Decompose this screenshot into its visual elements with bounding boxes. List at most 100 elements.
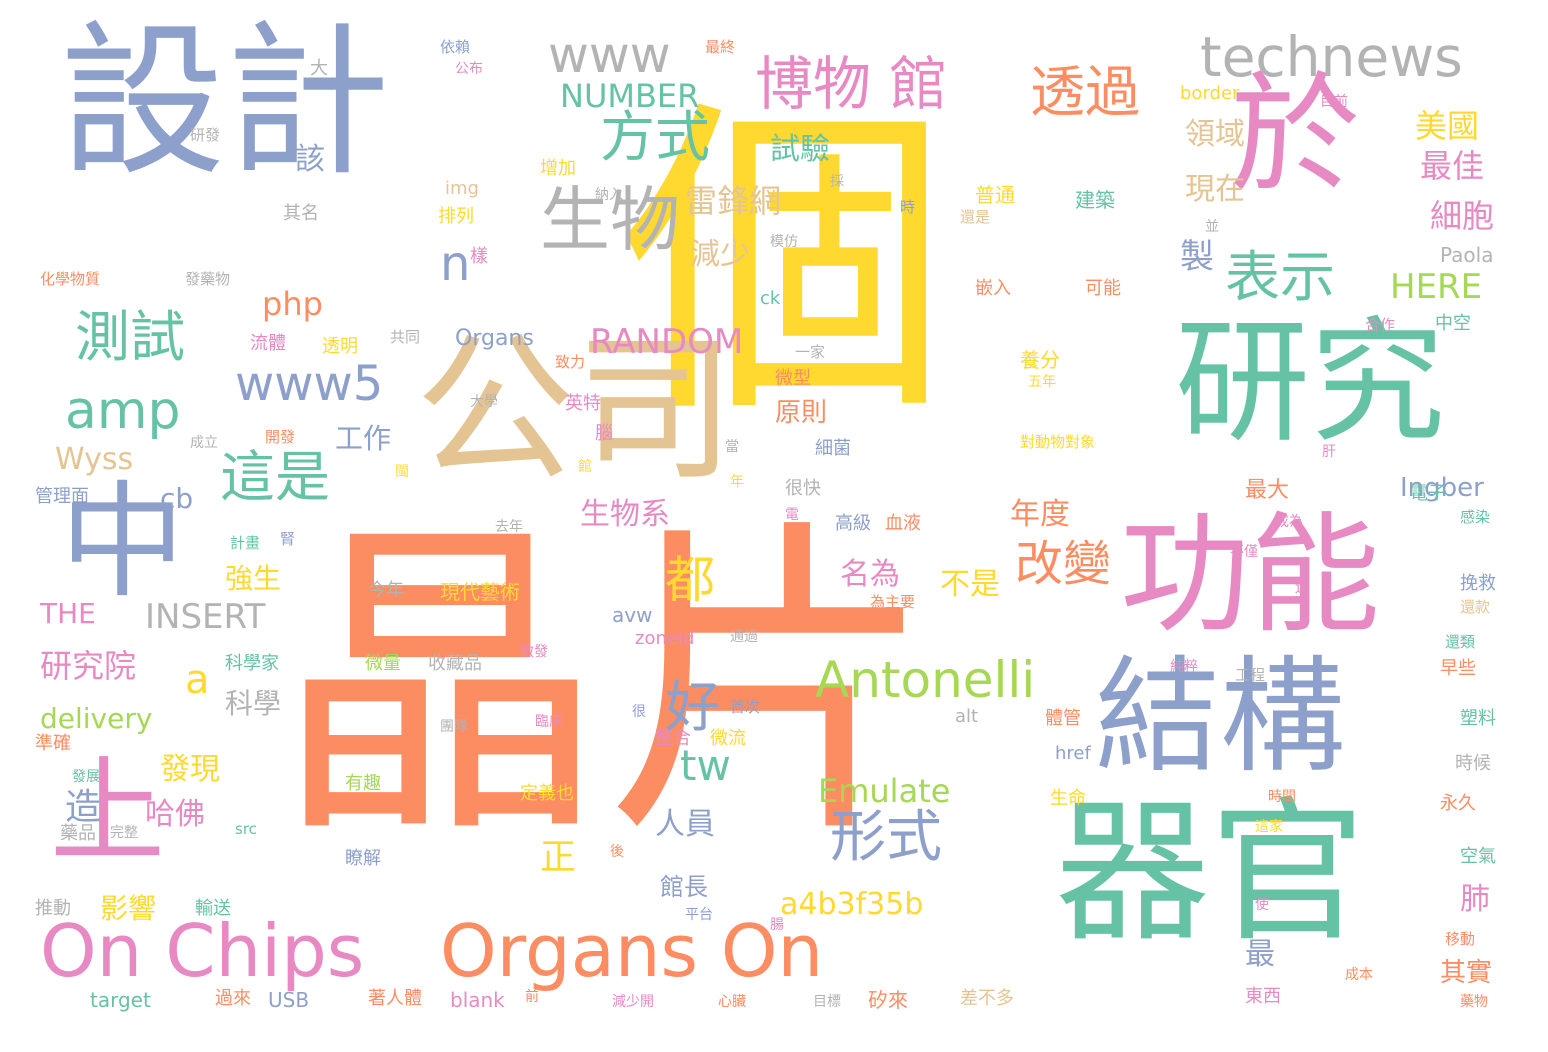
cloud-word: zoneid	[635, 628, 695, 649]
cloud-word: 成立	[190, 435, 218, 451]
cloud-word: 透過	[1030, 60, 1141, 124]
cloud-word: 還	[1295, 578, 1311, 596]
cloud-word: 微量	[365, 653, 401, 674]
cloud-word: 肺	[1460, 882, 1490, 917]
cloud-word: delivery	[40, 702, 153, 735]
cloud-word: 閩	[395, 464, 409, 480]
cloud-word: 當	[725, 439, 739, 455]
cloud-word: 一家	[795, 343, 826, 361]
cloud-word: 流體	[250, 333, 286, 354]
cloud-word: 減少開	[612, 994, 654, 1010]
cloud-word: 科學	[225, 687, 282, 720]
cloud-word: 還款	[1460, 598, 1491, 616]
cloud-word: 結構	[1095, 645, 1345, 790]
cloud-word: border	[1180, 83, 1240, 104]
cloud-word: 其名	[283, 203, 319, 224]
cloud-word: Organs On	[440, 909, 824, 993]
cloud-word: 發現	[160, 752, 220, 787]
cloud-word: 造	[65, 787, 102, 828]
cloud-word: 腸	[770, 917, 784, 933]
cloud-word: n	[440, 236, 471, 292]
cloud-word: 開發	[265, 428, 296, 446]
cloud-word: 這家	[1255, 819, 1283, 835]
cloud-word: 很快	[785, 478, 821, 499]
cloud-word: 方式	[600, 105, 711, 169]
cloud-word: alt	[955, 706, 979, 727]
cloud-word: 透明	[322, 336, 358, 357]
cloud-word: 發展	[72, 769, 100, 785]
cloud-word: Antonelli	[815, 651, 1036, 709]
cloud-word: 腎	[280, 530, 296, 548]
cloud-word: 名為	[840, 557, 900, 592]
cloud-word: 表示	[1225, 245, 1336, 309]
cloud-word: 還類	[1445, 633, 1476, 651]
cloud-word: 微型	[775, 368, 811, 389]
cloud-word: 啟發	[520, 644, 548, 660]
cloud-word: 時間	[1268, 789, 1296, 805]
cloud-word: 腦	[595, 423, 613, 444]
cloud-word: technews	[1200, 25, 1463, 89]
cloud-word: 影響	[100, 892, 157, 925]
cloud-word: 年度	[1010, 497, 1070, 532]
cloud-word: 晶片	[275, 493, 935, 877]
cloud-word: NUMBER	[560, 77, 700, 115]
cloud-word: 體管	[1045, 708, 1081, 729]
cloud-word: 美國	[1415, 107, 1480, 145]
cloud-word: www	[548, 26, 671, 84]
cloud-word: 最終	[705, 38, 736, 56]
cloud-word: 生物	[540, 179, 680, 261]
cloud-word: 電	[785, 507, 799, 523]
cloud-word: 這是	[220, 445, 331, 509]
cloud-word: 通過	[730, 629, 758, 645]
cloud-word: 今年	[368, 580, 404, 601]
cloud-word: Emulate	[818, 772, 951, 810]
cloud-word: INSERT	[145, 597, 266, 637]
cloud-word: RANDOM	[590, 322, 744, 362]
cloud-word: 完整	[110, 825, 138, 841]
cloud-word: 器官	[1055, 782, 1365, 963]
cloud-word: 矽來	[868, 988, 908, 1012]
cloud-word: 早些	[1440, 658, 1476, 679]
cloud-word: 肝	[1322, 444, 1336, 460]
cloud-word: www5	[235, 356, 384, 412]
cloud-word: 英特	[565, 393, 601, 414]
cloud-word: 中	[60, 470, 185, 615]
cloud-word: 雷鋒網	[685, 182, 782, 220]
cloud-word: 臨床	[535, 714, 563, 730]
cloud-word: 建築	[1075, 188, 1115, 212]
cloud-word: blank	[450, 988, 505, 1012]
cloud-word: 強生	[225, 562, 282, 595]
cloud-word: 細菌	[815, 438, 851, 459]
cloud-word: 共同	[390, 328, 421, 346]
cloud-word: 瞭解	[345, 848, 381, 869]
cloud-word: 不僅	[1230, 544, 1258, 560]
cloud-word: 生命	[1050, 788, 1086, 809]
cloud-word: 為主要	[870, 593, 916, 611]
cloud-word: 化學物質	[40, 270, 101, 288]
cloud-word: 個	[620, 73, 950, 457]
cloud-word: 目前	[1320, 94, 1348, 110]
cloud-word: 科學家	[225, 653, 279, 674]
cloud-word: Ingber	[1400, 473, 1484, 503]
cloud-word: 中空	[1435, 313, 1471, 334]
cloud-word: cb	[160, 482, 194, 515]
cloud-word: 永久	[1440, 793, 1476, 814]
cloud-word: 有趣	[345, 773, 381, 794]
cloud-word: 合作	[1365, 316, 1396, 334]
cloud-word: 東西	[1245, 986, 1281, 1007]
cloud-word: 於	[1230, 59, 1361, 211]
cloud-word: 功能	[1120, 499, 1381, 651]
cloud-word: 成本	[1345, 967, 1373, 983]
cloud-word: 不是	[940, 567, 1000, 602]
cloud-word: 高級	[835, 513, 871, 534]
cloud-word: 工程	[1235, 666, 1266, 684]
cloud-word: 哈佛	[145, 797, 205, 832]
cloud-word: 公司	[415, 316, 736, 503]
cloud-word: Organs	[455, 326, 534, 351]
cloud-word: 平台	[685, 907, 713, 923]
cloud-word: 模仿	[770, 234, 798, 250]
cloud-word: On Chips	[40, 909, 365, 993]
cloud-word: 增加	[540, 158, 576, 179]
cloud-word: 收藏品	[428, 653, 482, 674]
cloud-word: ck	[760, 288, 781, 309]
